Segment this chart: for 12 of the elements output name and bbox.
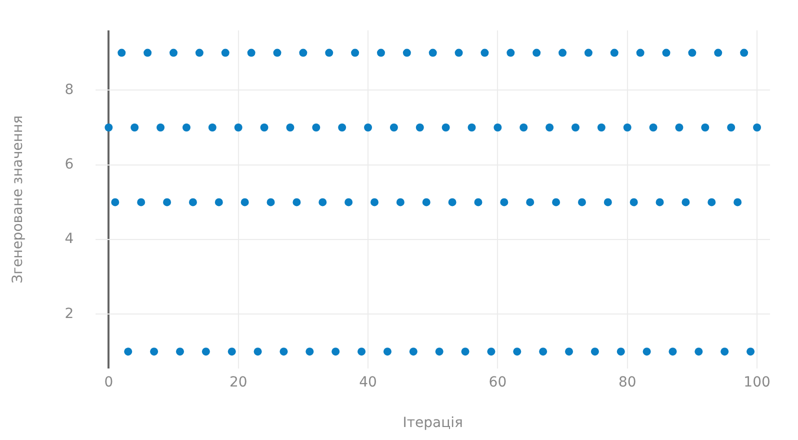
x-tick-label: 0 [104,374,114,390]
y-tick-label: 2 [64,306,74,322]
y-tick-label: 6 [64,156,74,172]
y-tick-label: 4 [64,231,74,248]
x-tick-label: 40 [359,374,377,390]
y-axis-title: Згенероване значення [10,115,26,284]
x-tick-label: 60 [488,374,507,390]
x-tick-label: 20 [229,374,248,390]
x-tick-label: 100 [744,374,770,390]
y-tick-label: 8 [64,82,74,98]
x-tick-label: 80 [618,374,636,390]
x-axis-title: Ітерація [402,415,463,432]
